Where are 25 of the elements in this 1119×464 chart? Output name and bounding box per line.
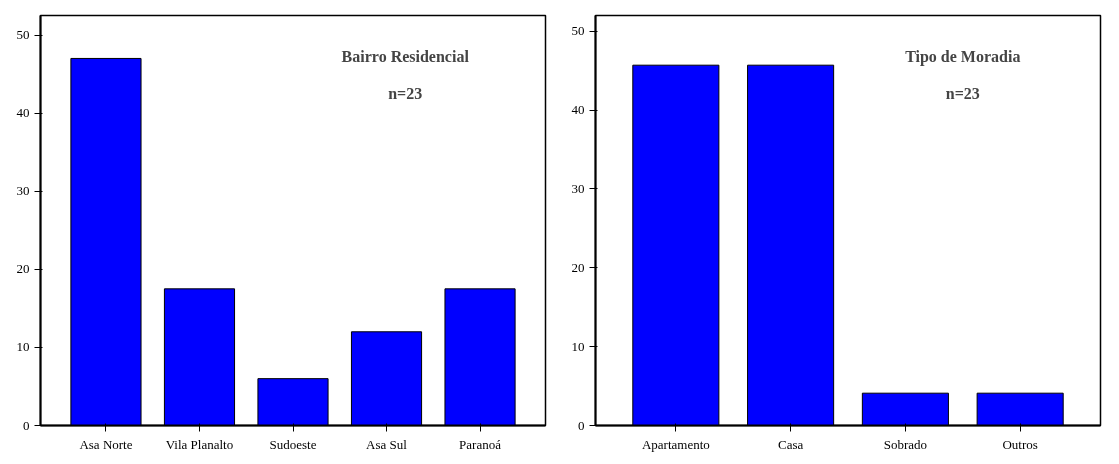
y-tick-label: 30	[16, 183, 30, 199]
x-tick-label: Apartamento	[641, 436, 710, 452]
x-tick-label: Sobrado	[883, 436, 928, 452]
y-tick-label: 40	[16, 105, 30, 121]
y-tick-label: 50	[16, 27, 30, 43]
y-tick-label: 20	[571, 259, 585, 275]
text: Bairro Residencial	[341, 47, 470, 65]
y-tick-label: 10	[571, 338, 585, 354]
x-tick-label: Asa Norte	[79, 436, 133, 452]
x-tick-label: Vila Planalto	[165, 436, 234, 452]
y-tick-label: 20	[16, 261, 30, 277]
y-tick-label: 0	[23, 417, 30, 433]
x-tick-label: Asa Sul	[366, 436, 408, 452]
x-tick-label: Outros	[1002, 436, 1038, 452]
text: n=23	[388, 84, 423, 102]
y-tick-label: 0	[578, 417, 585, 433]
y-tick-label: 30	[571, 180, 585, 196]
text: n=23	[945, 84, 980, 102]
y-tick-label: 40	[571, 102, 585, 118]
y-tick-label: 10	[16, 339, 30, 355]
x-tick-label: Casa	[777, 436, 804, 452]
x-tick-label: Sudoeste	[269, 436, 317, 452]
text: Tipo de Moradia	[905, 47, 1021, 66]
y-tick-label: 50	[571, 23, 585, 39]
x-tick-label: Paranoá	[459, 436, 502, 452]
